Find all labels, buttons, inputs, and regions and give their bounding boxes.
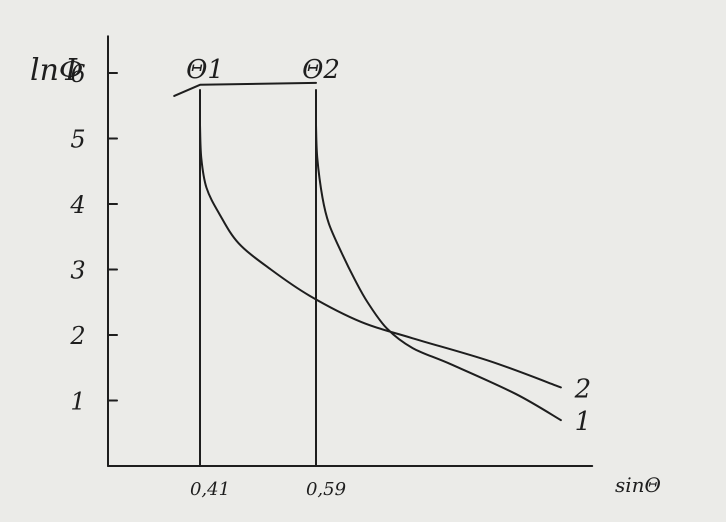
x-tick-label: 0,59: [306, 479, 346, 500]
series-label-1: 1: [575, 407, 592, 437]
y-tick-label: 3: [70, 257, 85, 285]
series-label-2: 2: [574, 374, 592, 404]
series-line-1: [315, 124, 562, 422]
axes: [107, 35, 594, 467]
x-ticks: 0,41 0,59: [190, 479, 346, 500]
series-line-2: [199, 124, 562, 389]
y-tick-label: 2: [69, 322, 85, 350]
y-tick-label: 4: [69, 191, 85, 219]
y-tick-label: 5: [70, 126, 85, 154]
y-tick-label: 1: [70, 388, 85, 416]
series-group: 12: [199, 124, 592, 437]
x-axis-label: sinΘ: [615, 473, 661, 497]
vertical-markers: Θ1 Θ2: [173, 55, 340, 467]
marker-label: Θ2: [302, 55, 340, 85]
y-tick-label: 6: [70, 60, 85, 88]
y-ticks: 1 2 3 4 5 6: [69, 60, 118, 416]
y-axis-label: lnΦ: [30, 53, 84, 88]
marker-label: Θ1: [186, 55, 224, 85]
reference-line: [173, 81, 317, 97]
x-tick-label: 0,41: [190, 479, 230, 500]
